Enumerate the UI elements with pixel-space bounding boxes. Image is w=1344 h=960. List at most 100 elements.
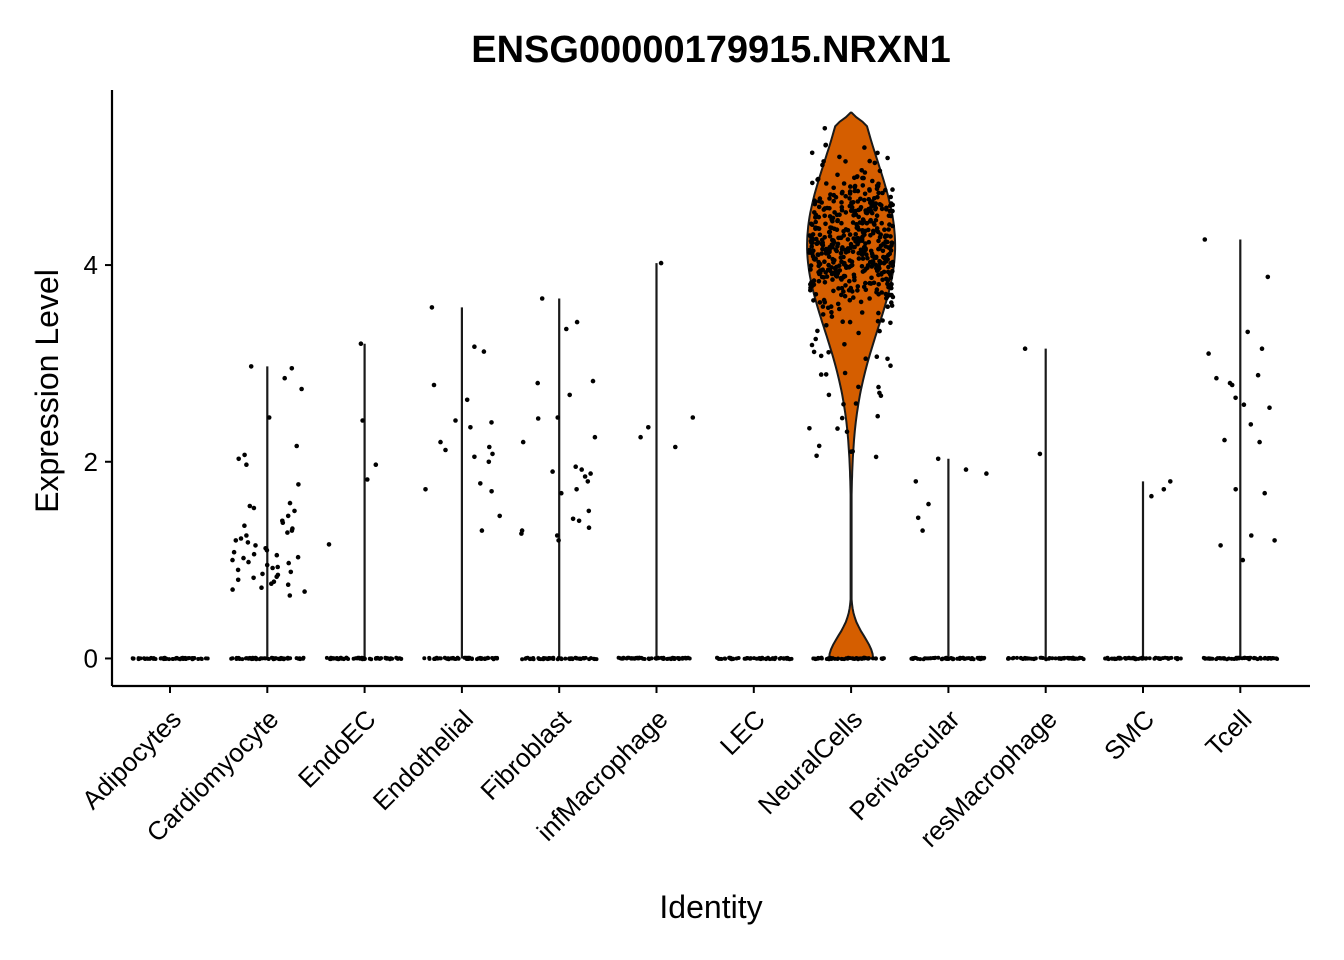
- point-neuralcells: [821, 207, 827, 212]
- point-neuralcells: [884, 295, 889, 301]
- point-neuralcells: [885, 304, 890, 310]
- point-neuralcells: [888, 275, 894, 281]
- point-cardiomyocyte: [238, 536, 244, 541]
- point-neuralcells: [821, 159, 826, 164]
- point-neuralcells: [822, 280, 828, 285]
- point-endothelial: [486, 459, 492, 465]
- point-infmacrophage-zero: [642, 657, 647, 661]
- point-fibroblast: [559, 490, 564, 496]
- point-resmacrophage: [1037, 451, 1043, 457]
- point-resmacrophage: [1022, 346, 1028, 352]
- point-cardiomyocyte: [242, 452, 247, 458]
- point-neuralcells: [842, 293, 848, 299]
- point-tcell-zero: [1274, 656, 1279, 661]
- point-fibroblast: [573, 464, 578, 470]
- point-endothelial: [431, 382, 437, 388]
- point-neuralcells: [859, 264, 865, 269]
- point-lec-zero: [754, 656, 759, 661]
- point-adipocytes-zero: [187, 656, 192, 660]
- point-cardiomyocyte: [259, 585, 264, 590]
- point-neuralcells: [870, 178, 875, 184]
- point-neuralcells: [888, 284, 893, 289]
- x-tick-label: Fibroblast: [474, 703, 576, 805]
- x-tick-label: LEC: [714, 704, 771, 761]
- point-endothelial-zero: [455, 656, 460, 661]
- point-cardiomyocyte: [294, 443, 300, 449]
- point-neuralcells: [817, 261, 823, 267]
- point-neuralcells: [808, 282, 813, 287]
- point-neuralcells: [871, 221, 876, 226]
- point-infmacrophage-zero: [654, 656, 659, 661]
- point-neuralcells: [816, 204, 822, 210]
- point-neuralcells: [847, 319, 853, 325]
- point-neuralcells: [835, 271, 840, 277]
- point-neuralcells: [823, 221, 828, 227]
- point-infmacrophage-zero: [677, 657, 682, 662]
- point-cardiomyocyte-zero: [237, 656, 242, 661]
- point-neuralcells: [811, 298, 816, 303]
- point-perivascular-zero: [936, 655, 941, 660]
- point-infmacrophage-zero: [649, 656, 654, 661]
- point-neuralcells: [882, 227, 887, 232]
- point-fibroblast-zero: [551, 657, 556, 661]
- point-neuralcells: [852, 188, 858, 194]
- point-neuralcells: [817, 232, 823, 238]
- point-neuralcells: [855, 174, 860, 179]
- point-smc-zero: [1105, 655, 1110, 660]
- point-neuralcells: [883, 187, 888, 193]
- point-fibroblast: [586, 525, 592, 530]
- point-neuralcells: [848, 184, 853, 189]
- violin-group-neuralcells: [806, 111, 897, 662]
- point-neuralcells-zero: [866, 656, 871, 661]
- point-neuralcells: [843, 227, 849, 232]
- point-neuralcells: [818, 353, 824, 359]
- point-neuralcells: [818, 372, 824, 377]
- point-neuralcells: [827, 196, 832, 201]
- point-cardiomyocyte: [253, 543, 258, 548]
- point-neuralcells: [869, 275, 874, 281]
- point-endothelial: [481, 349, 487, 354]
- point-cardiomyocyte: [251, 551, 257, 557]
- point-perivascular-zero: [961, 655, 966, 660]
- point-cardiomyocyte: [251, 505, 257, 511]
- point-perivascular: [984, 471, 989, 476]
- point-neuralcells: [874, 213, 880, 218]
- point-fibroblast-zero: [559, 657, 564, 662]
- point-adipocytes-zero: [190, 657, 195, 662]
- point-endothelial: [468, 425, 473, 430]
- point-neuralcells: [879, 220, 884, 226]
- point-neuralcells: [868, 208, 874, 213]
- point-fibroblast: [567, 392, 572, 398]
- point-tcell: [1249, 533, 1254, 538]
- point-neuralcells: [877, 168, 883, 174]
- point-neuralcells: [826, 350, 831, 355]
- point-lec-zero: [743, 656, 748, 661]
- point-resmacrophage-zero: [1007, 656, 1012, 661]
- point-perivascular-zero: [970, 656, 974, 660]
- point-cardiomyocyte: [295, 554, 301, 560]
- point-neuralcells: [873, 207, 878, 212]
- point-neuralcells: [890, 268, 895, 274]
- point-neuralcells: [870, 230, 876, 236]
- point-neuralcells: [877, 260, 883, 266]
- point-fibroblast: [520, 439, 526, 445]
- point-neuralcells: [822, 259, 827, 265]
- point-neuralcells: [861, 284, 867, 290]
- point-neuralcells: [888, 363, 893, 369]
- point-tcell: [1240, 557, 1246, 563]
- point-neuralcells: [809, 244, 814, 249]
- point-neuralcells: [888, 234, 893, 239]
- point-neuralcells: [888, 194, 893, 200]
- point-neuralcells: [839, 200, 844, 205]
- point-tcell: [1255, 372, 1261, 378]
- point-neuralcells: [819, 274, 825, 280]
- point-adipocytes-zero: [183, 657, 188, 661]
- point-cardiomyocyte: [285, 530, 290, 535]
- point-tcell-zero: [1234, 656, 1239, 661]
- point-perivascular-zero: [950, 657, 955, 662]
- point-neuralcells: [839, 415, 845, 421]
- point-lec-zero: [767, 657, 772, 662]
- point-neuralcells: [890, 294, 896, 300]
- point-neuralcells: [877, 328, 882, 334]
